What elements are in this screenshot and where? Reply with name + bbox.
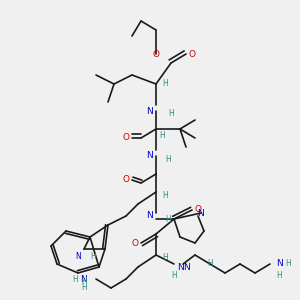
Text: O: O xyxy=(188,50,196,58)
Text: H: H xyxy=(81,278,87,286)
Text: H: H xyxy=(285,260,291,268)
Text: N: N xyxy=(146,106,153,116)
Text: N: N xyxy=(177,262,184,272)
Text: H: H xyxy=(171,272,177,280)
Text: N: N xyxy=(75,252,81,261)
Text: H: H xyxy=(159,130,165,140)
Text: N: N xyxy=(80,274,87,284)
Text: H: H xyxy=(165,154,171,164)
Text: N: N xyxy=(146,212,153,220)
Text: H: H xyxy=(72,274,78,284)
Text: H: H xyxy=(81,284,87,292)
Text: N: N xyxy=(183,262,189,272)
Text: N: N xyxy=(198,208,204,217)
Text: O: O xyxy=(131,238,139,247)
Text: O: O xyxy=(122,134,130,142)
Text: O: O xyxy=(152,50,160,58)
Text: H: H xyxy=(162,190,168,200)
Text: H: H xyxy=(162,254,168,262)
Text: H: H xyxy=(165,214,171,224)
Text: H: H xyxy=(276,272,282,280)
Text: H: H xyxy=(168,110,174,118)
Text: H: H xyxy=(207,260,213,268)
Text: O: O xyxy=(122,176,130,184)
Text: H: H xyxy=(90,252,96,261)
Text: N: N xyxy=(146,152,153,160)
Text: H: H xyxy=(162,80,168,88)
Text: O: O xyxy=(194,206,202,214)
Text: N: N xyxy=(276,260,283,268)
